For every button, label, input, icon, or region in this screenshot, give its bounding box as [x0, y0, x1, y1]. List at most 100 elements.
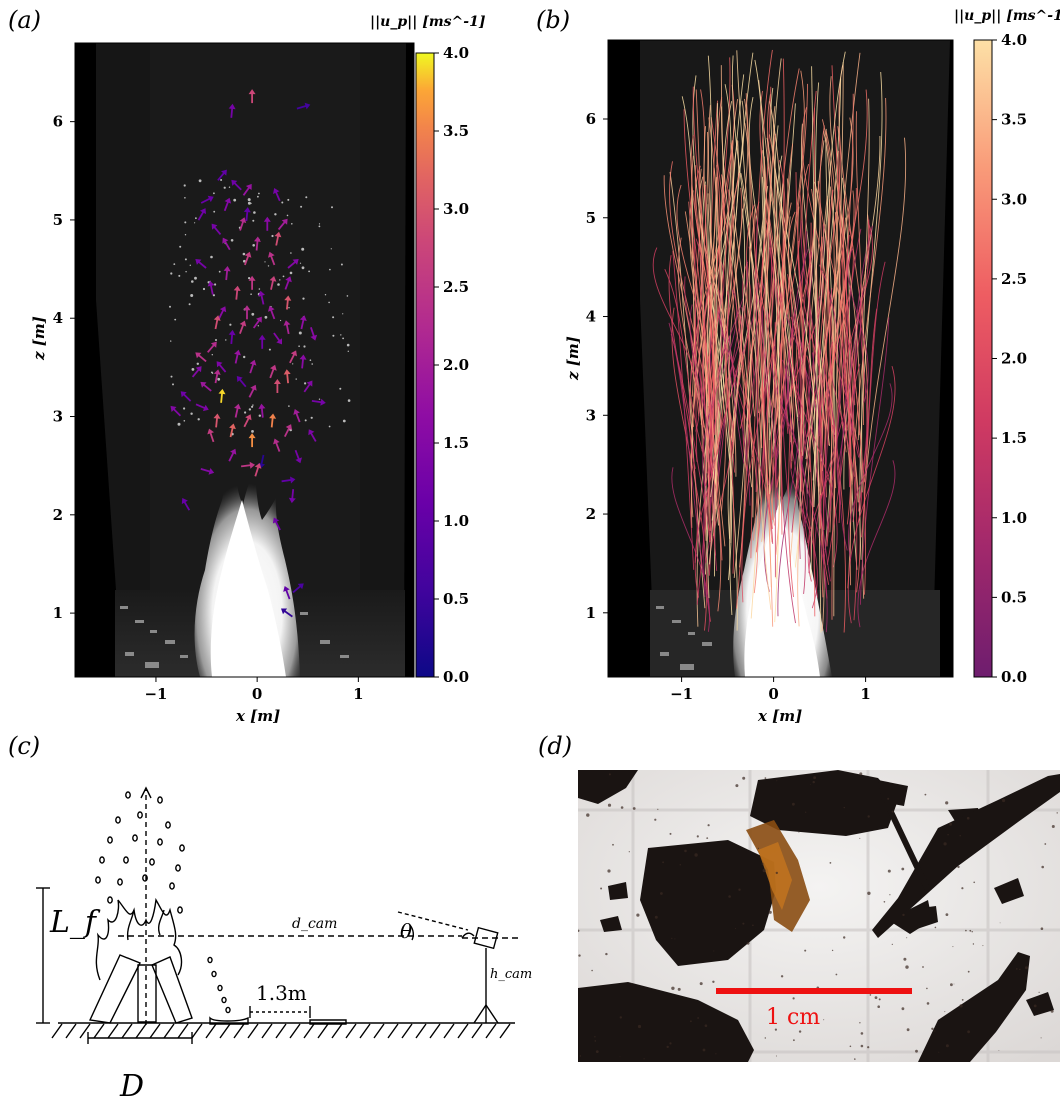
- velocity-arrow: [243, 414, 252, 428]
- dust-speck: [607, 803, 612, 807]
- y-axis-label-b: z [m]: [564, 336, 582, 380]
- panel-label-d: (d): [538, 732, 573, 760]
- dust-speck: [1041, 865, 1044, 869]
- dust-speck: [1040, 1037, 1042, 1039]
- dust-speck: [654, 915, 658, 919]
- colorbar-tick-label: 4.0: [443, 44, 469, 62]
- spark-dot: [328, 301, 330, 304]
- dust-speck: [595, 1050, 599, 1053]
- spark-dot: [184, 234, 187, 236]
- velocity-arrow: [258, 403, 266, 418]
- spark-dot: [252, 404, 254, 406]
- velocity-arrow: [240, 461, 255, 469]
- dust-speck: [959, 835, 961, 837]
- dust-speck: [843, 806, 845, 809]
- dust-speck: [660, 892, 663, 895]
- dust-speck: [835, 973, 838, 976]
- particle-trajectory: [669, 171, 706, 609]
- particle-trajectory: [732, 208, 756, 454]
- velocity-arrow: [213, 315, 221, 330]
- velocity-arrow: [200, 195, 214, 204]
- velocity-arrow: [258, 290, 265, 305]
- dust-speck: [869, 994, 872, 996]
- rising-particle: [137, 811, 143, 819]
- rising-particle: [149, 858, 155, 866]
- particle-trajectory: [759, 90, 785, 415]
- spark-dot: [328, 425, 331, 428]
- spark-dot: [250, 293, 252, 296]
- colorbar-tick-label: 2.0: [1001, 350, 1027, 368]
- velocity-arrow: [254, 463, 262, 477]
- spark-dot: [299, 262, 302, 264]
- spark-dot: [211, 354, 213, 356]
- particle-trajectory: [833, 62, 844, 617]
- velocity-arrow: [236, 376, 247, 388]
- dust-speck: [891, 943, 893, 945]
- particle-trajectory: [822, 371, 829, 599]
- spark-dot: [305, 196, 308, 199]
- rising-particle: [115, 816, 121, 824]
- dust-speck: [813, 776, 816, 780]
- spark-dot: [340, 263, 343, 266]
- scale-bar-label: 1 cm: [766, 1005, 820, 1030]
- dust-speck: [924, 793, 927, 796]
- colorbar-tick-label: 1.5: [1001, 429, 1027, 447]
- spark-dot: [304, 382, 307, 385]
- particle-trajectory: [846, 234, 858, 621]
- particle-trajectory: [790, 316, 812, 529]
- velocity-arrow: [281, 608, 293, 618]
- dust-speck: [945, 1044, 949, 1048]
- dust-speck: [969, 929, 972, 932]
- velocity-arrow: [200, 381, 212, 392]
- panel-label-b: (b): [536, 6, 571, 34]
- spark-dot: [300, 205, 303, 208]
- particle-trajectory: [788, 330, 838, 568]
- spark-dot: [191, 368, 195, 371]
- dust-speck: [679, 864, 681, 866]
- velocity-arrow: [308, 429, 317, 442]
- spark-dot: [172, 383, 174, 386]
- dust-speck: [982, 945, 984, 947]
- spark-dot: [292, 363, 294, 365]
- spark-dot: [318, 223, 321, 225]
- dust-speck: [915, 1049, 918, 1053]
- velocity-arrow: [222, 237, 231, 251]
- dust-speck: [922, 966, 924, 968]
- spark-dot: [251, 312, 255, 316]
- spark-dot: [217, 377, 221, 381]
- dust-speck: [628, 851, 630, 853]
- spark-dot: [170, 340, 172, 342]
- velocity-arrow: [242, 183, 252, 196]
- dust-speck: [934, 1030, 936, 1032]
- experimental-setup-sketch: L_f D 1.3m d_cam θ h_cam: [36, 786, 532, 1103]
- particle-trajectory: [755, 218, 759, 493]
- spark-dot: [329, 268, 331, 271]
- dust-speck: [579, 1055, 582, 1057]
- dust-speck: [619, 1016, 622, 1019]
- spark-dot: [301, 247, 305, 251]
- dust-speck: [877, 1005, 880, 1008]
- colorbar-tick-label: 0.5: [1001, 588, 1027, 606]
- x-tick-label: 1: [353, 685, 363, 703]
- dust-speck: [905, 965, 909, 969]
- dust-speck: [823, 1019, 825, 1021]
- colorbar-tick-label: 3.5: [443, 122, 469, 140]
- particle-trajectory: [753, 201, 783, 488]
- dust-speck: [867, 1046, 870, 1049]
- particle-trajectory: [819, 125, 828, 472]
- velocity-arrow: [292, 583, 304, 594]
- spark-dot: [267, 265, 270, 267]
- falling-ember: [217, 984, 223, 992]
- dust-speck: [926, 987, 928, 990]
- particle-trajectory: [770, 202, 792, 408]
- spark-dot: [288, 307, 290, 309]
- spark-dot: [301, 266, 305, 270]
- dust-speck: [944, 1011, 946, 1013]
- colorbar-tick-label: 2.0: [443, 356, 469, 374]
- falling-ember: [211, 970, 217, 978]
- dust-speck: [887, 797, 890, 800]
- dust-speck: [738, 888, 741, 891]
- particle-trajectory: [823, 130, 831, 446]
- dust-speck: [902, 913, 905, 917]
- y-tick-label: 4: [586, 308, 596, 326]
